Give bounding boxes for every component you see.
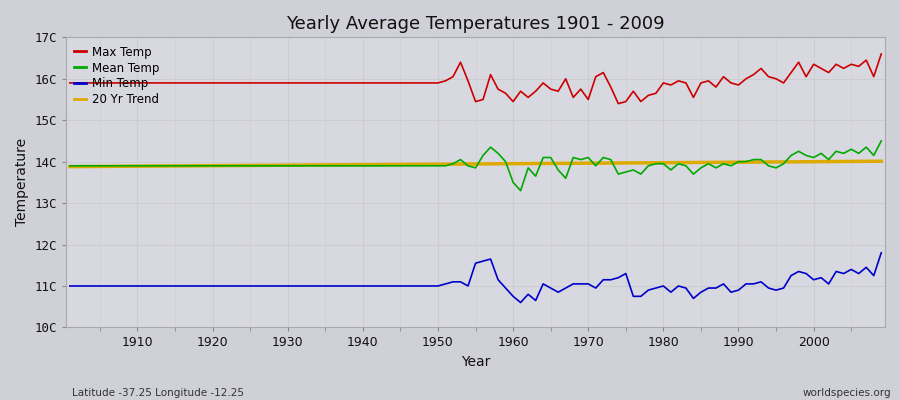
20 Yr Trend: [335, 162, 346, 167]
Y-axis label: Temperature: Temperature: [15, 138, 29, 226]
20 Yr Trend: [65, 164, 76, 169]
20 Yr Trend: [508, 161, 518, 166]
Min Temp: [290, 284, 301, 288]
20 Yr Trend: [124, 164, 135, 169]
Min Temp: [124, 284, 135, 288]
Line: Min Temp: Min Temp: [70, 253, 881, 302]
Max Temp: [65, 80, 76, 85]
20 Yr Trend: [598, 161, 608, 166]
Max Temp: [124, 80, 135, 85]
Min Temp: [876, 250, 886, 255]
Mean Temp: [335, 163, 346, 168]
20 Yr Trend: [876, 159, 886, 164]
X-axis label: Year: Year: [461, 355, 491, 369]
Min Temp: [335, 284, 346, 288]
Max Temp: [876, 52, 886, 56]
Min Temp: [500, 286, 511, 290]
Mean Temp: [876, 138, 886, 143]
Mean Temp: [65, 163, 76, 168]
Min Temp: [515, 300, 526, 305]
Max Temp: [508, 99, 518, 104]
Max Temp: [335, 80, 346, 85]
Line: Mean Temp: Mean Temp: [70, 141, 881, 191]
Max Temp: [598, 70, 608, 75]
Max Temp: [500, 91, 511, 96]
Max Temp: [290, 80, 301, 85]
Min Temp: [65, 284, 76, 288]
Mean Temp: [500, 159, 511, 164]
Line: Max Temp: Max Temp: [70, 54, 881, 104]
Mean Temp: [606, 157, 616, 162]
20 Yr Trend: [500, 161, 511, 166]
Mean Temp: [124, 163, 135, 168]
Text: Latitude -37.25 Longitude -12.25: Latitude -37.25 Longitude -12.25: [72, 388, 244, 398]
Mean Temp: [515, 188, 526, 193]
Mean Temp: [290, 163, 301, 168]
Title: Yearly Average Temperatures 1901 - 2009: Yearly Average Temperatures 1901 - 2009: [286, 15, 665, 33]
Mean Temp: [508, 180, 518, 185]
Line: 20 Yr Trend: 20 Yr Trend: [70, 161, 881, 167]
Text: worldspecies.org: worldspecies.org: [803, 388, 891, 398]
Min Temp: [508, 294, 518, 299]
Min Temp: [606, 277, 616, 282]
Max Temp: [613, 101, 624, 106]
20 Yr Trend: [290, 163, 301, 168]
Legend: Max Temp, Mean Temp, Min Temp, 20 Yr Trend: Max Temp, Mean Temp, Min Temp, 20 Yr Tre…: [72, 43, 162, 109]
